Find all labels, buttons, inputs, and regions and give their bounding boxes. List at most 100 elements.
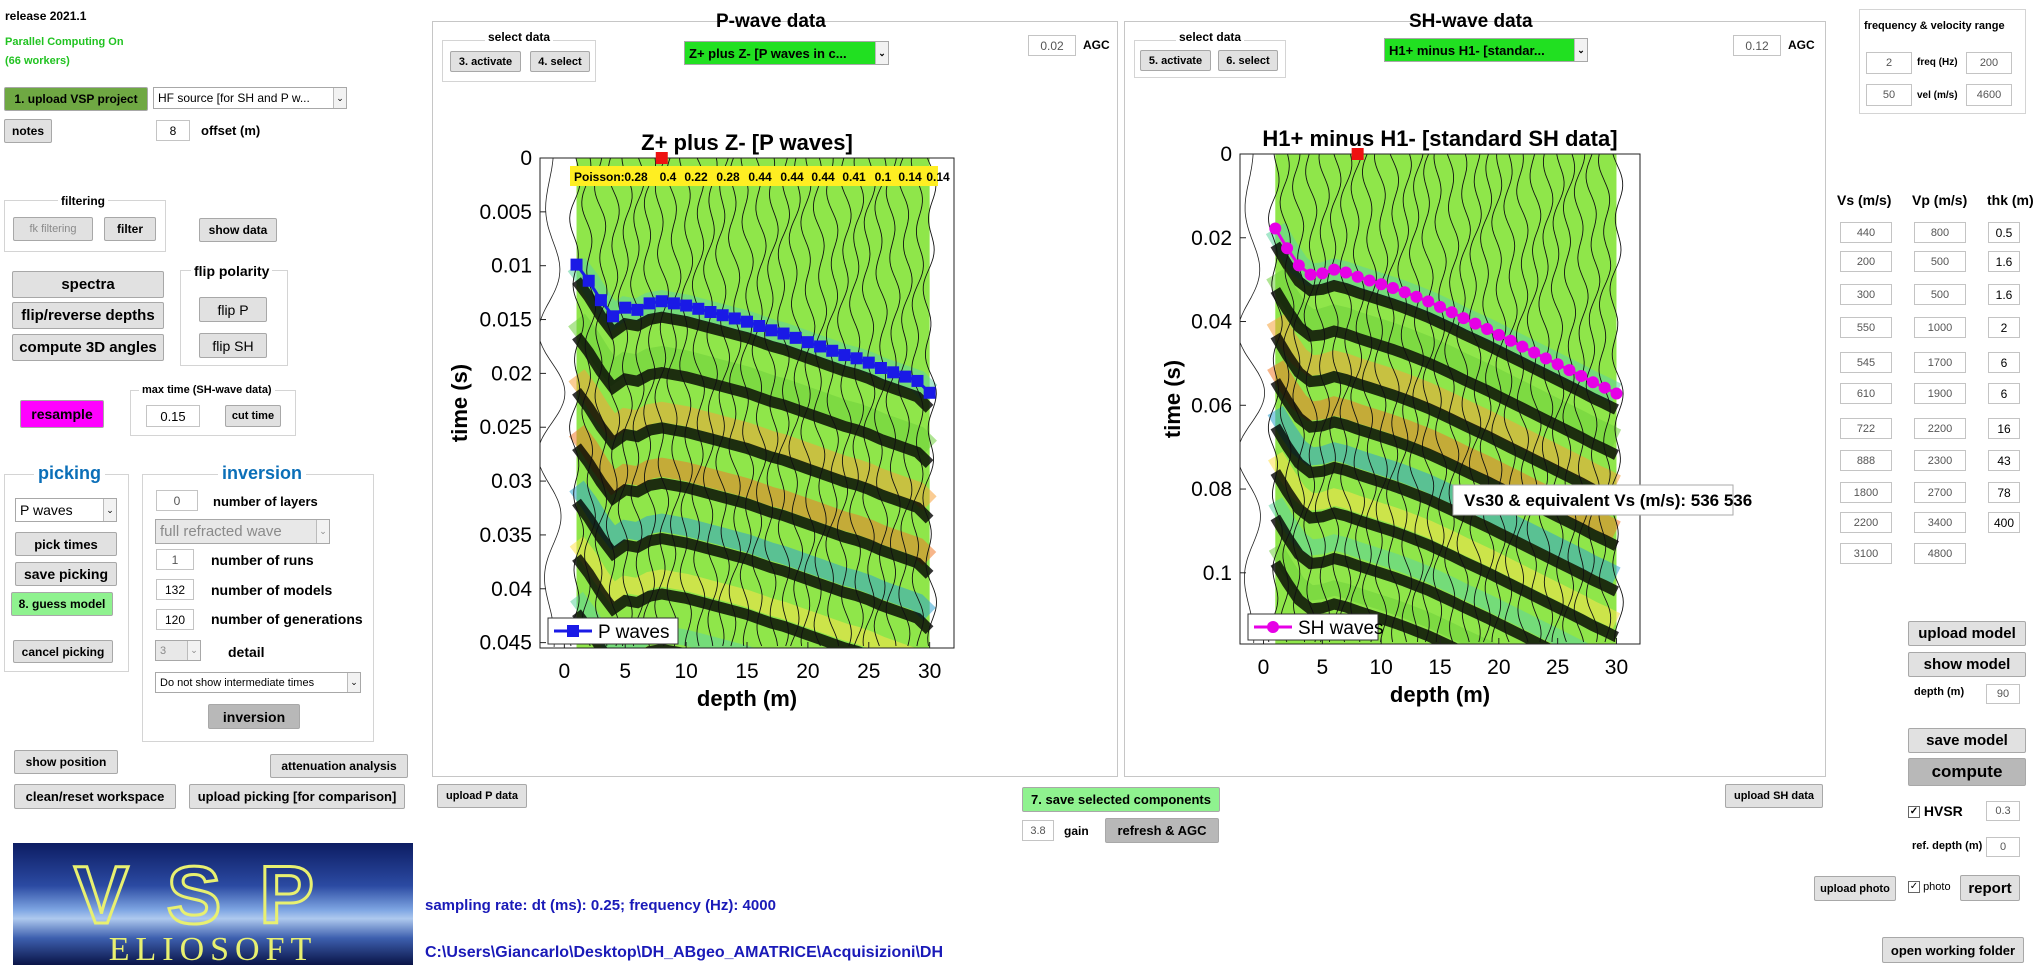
- vs-input[interactable]: 722: [1840, 418, 1892, 439]
- p-agc-input[interactable]: 0.02: [1028, 35, 1076, 56]
- generations-input[interactable]: 120: [156, 609, 194, 630]
- flip-sh-button[interactable]: flip SH: [199, 333, 267, 358]
- vs-input[interactable]: 610: [1840, 383, 1892, 404]
- notes-button[interactable]: notes: [4, 119, 52, 143]
- max-time-input[interactable]: 0.15: [146, 405, 200, 427]
- vp-input[interactable]: 1700: [1914, 352, 1966, 373]
- hvsr-input[interactable]: 0.3: [1986, 801, 2020, 821]
- upload-photo-button[interactable]: upload photo: [1814, 876, 1896, 901]
- vs-input[interactable]: 550: [1840, 317, 1892, 338]
- offset-input[interactable]: 8: [156, 120, 190, 141]
- detail-select[interactable]: 3 ⌄: [155, 640, 201, 661]
- open-working-folder-button[interactable]: open working folder: [1882, 937, 2024, 963]
- show-data-button[interactable]: show data: [199, 218, 277, 242]
- y-tick-label: 0.035: [479, 524, 532, 547]
- vp-input[interactable]: 800: [1914, 222, 1966, 243]
- ref-depth-label: ref. depth (m): [1912, 840, 1983, 852]
- wave-type-select[interactable]: full refracted wave ⌄: [155, 519, 330, 544]
- vp-input[interactable]: 1000: [1914, 317, 1966, 338]
- upload-sh-data-button[interactable]: upload SH data: [1725, 784, 1823, 808]
- upload-model-button[interactable]: upload model: [1908, 621, 2026, 646]
- depth-input[interactable]: 90: [1986, 684, 2020, 704]
- thk-input[interactable]: 78: [1988, 482, 2020, 503]
- thk-input[interactable]: 1.6: [1988, 251, 2020, 272]
- guess-model-button[interactable]: 8. guess model: [11, 592, 113, 616]
- p-activate-button[interactable]: 3. activate: [450, 51, 521, 72]
- fk-filtering-button[interactable]: fk filtering: [13, 217, 93, 241]
- inversion-button[interactable]: inversion: [208, 704, 300, 729]
- release-label: release 2021.1: [5, 9, 87, 23]
- models-input[interactable]: 132: [156, 579, 194, 600]
- compute-button[interactable]: compute: [1908, 758, 2026, 786]
- thk-input[interactable]: 6: [1988, 383, 2020, 404]
- thk-input[interactable]: 6: [1988, 352, 2020, 373]
- sh-agc-input[interactable]: 0.12: [1733, 35, 1781, 56]
- flip-reverse-depths-button[interactable]: flip/reverse depths: [12, 302, 164, 329]
- vs-input[interactable]: 440: [1840, 222, 1892, 243]
- sh-select-button[interactable]: 6. select: [1218, 50, 1278, 71]
- hvsr-checkbox[interactable]: ✓ HVSR: [1908, 803, 1963, 819]
- resample-button[interactable]: resample: [20, 400, 104, 428]
- sh-activate-button[interactable]: 5. activate: [1140, 50, 1211, 71]
- vp-input[interactable]: 500: [1914, 251, 1966, 272]
- gain-input[interactable]: 3.8: [1022, 820, 1054, 841]
- freq-max-input[interactable]: 200: [1966, 52, 2012, 74]
- pick-times-button[interactable]: pick times: [15, 532, 117, 556]
- flip-p-button[interactable]: flip P: [199, 297, 267, 322]
- compute-3d-angles-button[interactable]: compute 3D angles: [12, 334, 164, 361]
- p-component-select[interactable]: Z+ plus Z- [P waves in c... ⌄: [684, 41, 889, 65]
- vp-input[interactable]: 4800: [1914, 543, 1966, 564]
- layers-input[interactable]: 0: [156, 490, 198, 511]
- thk-input[interactable]: 16: [1988, 418, 2020, 439]
- vs-input[interactable]: 300: [1840, 284, 1892, 305]
- vp-input[interactable]: 500: [1914, 284, 1966, 305]
- intermediate-times-select[interactable]: Do not show intermediate times ⌄: [155, 672, 361, 693]
- thk-input[interactable]: 2: [1988, 317, 2020, 338]
- thk-input[interactable]: 400: [1988, 512, 2020, 533]
- vs-input[interactable]: 2200: [1840, 512, 1892, 533]
- upload-picking-button[interactable]: upload picking [for comparison]: [189, 784, 405, 809]
- spectra-button[interactable]: spectra: [12, 271, 164, 298]
- save-picking-button[interactable]: save picking: [15, 562, 117, 586]
- thk-input[interactable]: 1.6: [1988, 284, 2020, 305]
- attenuation-analysis-button[interactable]: attenuation analysis: [270, 754, 408, 778]
- filter-button[interactable]: filter: [104, 217, 156, 241]
- upload-p-data-button[interactable]: upload P data: [437, 784, 527, 808]
- thk-input[interactable]: 43: [1988, 450, 2020, 471]
- show-position-button[interactable]: show position: [14, 750, 118, 774]
- source-select[interactable]: HF source [for SH and P w... ⌄: [153, 87, 347, 109]
- vp-input[interactable]: 2700: [1914, 482, 1966, 503]
- ref-depth-input[interactable]: 0: [1986, 837, 2020, 857]
- freq-min-input[interactable]: 2: [1866, 52, 1912, 74]
- vs-input[interactable]: 200: [1840, 251, 1892, 272]
- vs-input[interactable]: 1800: [1840, 482, 1892, 503]
- save-model-button[interactable]: save model: [1908, 728, 2026, 753]
- report-button[interactable]: report: [1960, 875, 2020, 901]
- runs-input[interactable]: 1: [156, 549, 194, 570]
- vp-input[interactable]: 2300: [1914, 450, 1966, 471]
- data-point: [1610, 387, 1623, 400]
- photo-checkbox[interactable]: ✓ photo: [1908, 881, 1951, 894]
- upload-vsp-button[interactable]: 1. upload VSP project: [4, 87, 148, 111]
- refresh-agc-button[interactable]: refresh & AGC: [1105, 818, 1219, 843]
- thk-input[interactable]: 0.5: [1988, 222, 2020, 243]
- clean-reset-workspace-button[interactable]: clean/reset workspace: [14, 784, 176, 809]
- show-model-button[interactable]: show model: [1908, 652, 2026, 677]
- cancel-picking-button[interactable]: cancel picking: [13, 640, 113, 663]
- data-point: [1269, 222, 1282, 235]
- vp-input[interactable]: 2200: [1914, 418, 1966, 439]
- trace-wiggle: [617, 158, 633, 647]
- vs-input[interactable]: 888: [1840, 450, 1892, 471]
- vs-input[interactable]: 545: [1840, 352, 1892, 373]
- vp-input[interactable]: 3400: [1914, 512, 1966, 533]
- vp-input[interactable]: 1900: [1914, 383, 1966, 404]
- p-select-button[interactable]: 4. select: [530, 51, 590, 72]
- cut-time-button[interactable]: cut time: [225, 405, 281, 427]
- picking-wave-select[interactable]: P waves ⌄: [15, 498, 117, 522]
- p-agc-label: AGC: [1083, 38, 1110, 52]
- sh-component-select[interactable]: H1+ minus H1- [standar... ⌄: [1384, 38, 1588, 62]
- vel-max-input[interactable]: 4600: [1966, 84, 2012, 106]
- vel-min-input[interactable]: 50: [1866, 84, 1912, 106]
- save-selected-components-button[interactable]: 7. save selected components: [1022, 787, 1220, 812]
- vs-input[interactable]: 3100: [1840, 543, 1892, 564]
